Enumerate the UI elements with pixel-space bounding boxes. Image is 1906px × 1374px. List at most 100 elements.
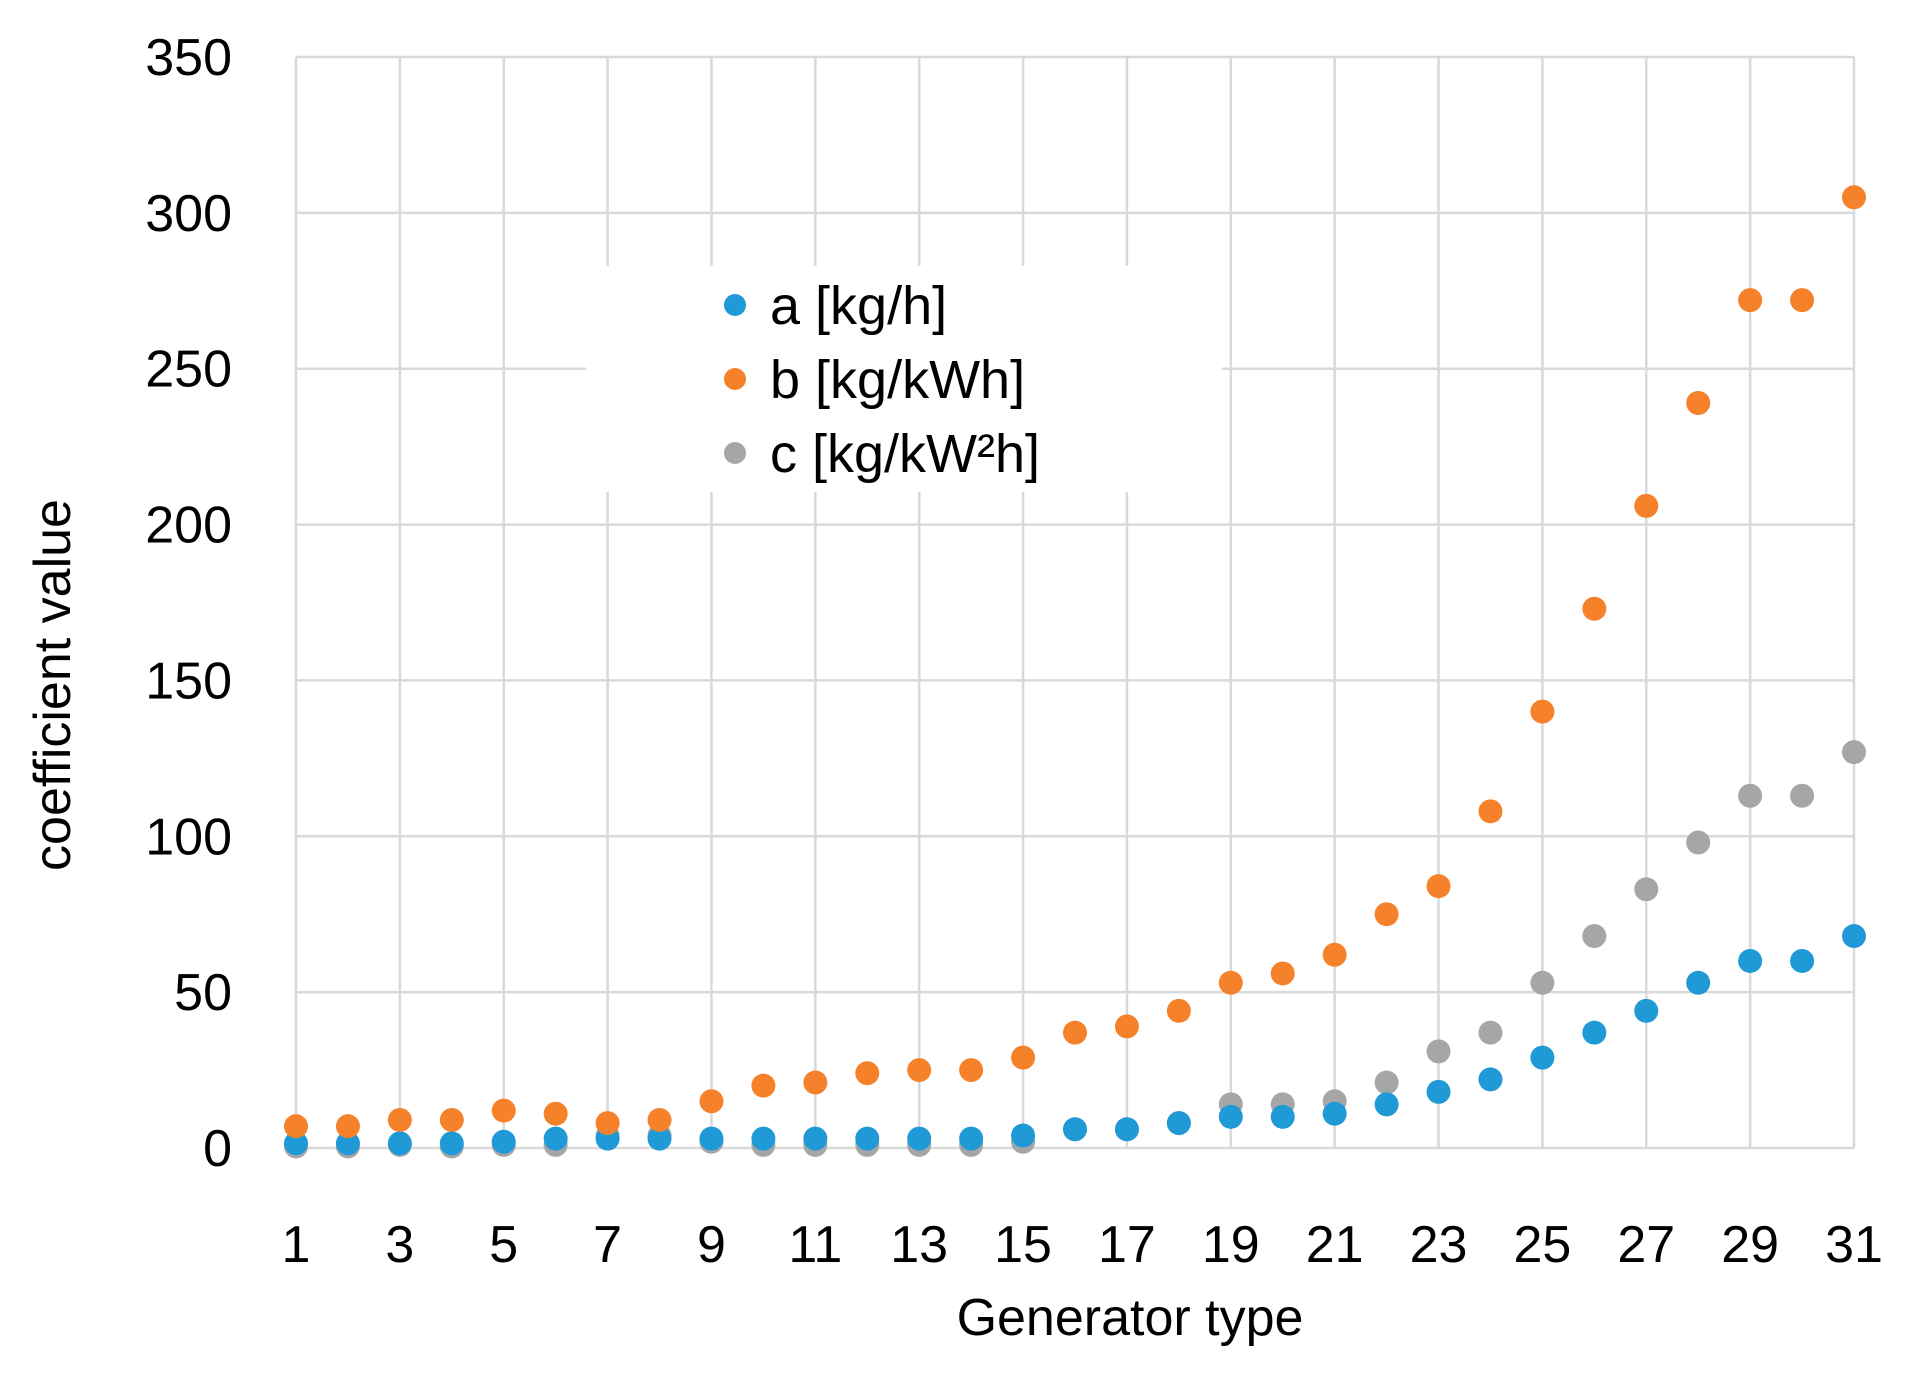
y-axis-tick-labels: 0 50 100 150 200 250 300 350	[145, 29, 232, 1178]
x-tick-label: 27	[1617, 1216, 1675, 1274]
x-tick-label: 31	[1825, 1216, 1883, 1274]
legend: a [kg/h] b [kg/kWh] c [kg/kW²h]	[586, 266, 1222, 492]
data-point	[1530, 1045, 1555, 1070]
legend-label: a [kg/h]	[770, 276, 947, 336]
data-point	[439, 1107, 464, 1132]
data-point	[1063, 1117, 1087, 1142]
data-point	[1738, 948, 1763, 973]
x-axis-tick-labels: 1 3 5 7 9 11 13 15 17 19 21 23 25 27 29 31	[282, 1216, 1883, 1274]
data-point	[1634, 493, 1659, 518]
data-point	[1478, 1020, 1503, 1045]
legend-marker	[724, 368, 746, 390]
y-tick-label: 150	[145, 652, 232, 710]
x-tick-label: 25	[1513, 1216, 1571, 1274]
x-tick-label: 29	[1721, 1216, 1779, 1274]
data-points	[284, 185, 1866, 1159]
data-point	[1270, 1104, 1295, 1129]
data-point	[1270, 961, 1295, 986]
data-point	[1374, 1070, 1399, 1095]
data-point	[491, 1098, 516, 1123]
series-a	[284, 924, 1866, 1156]
legend-label: c [kg/kW²h]	[770, 424, 1040, 484]
data-point	[1686, 830, 1711, 855]
data-point	[1374, 902, 1399, 927]
data-point	[1686, 391, 1711, 416]
x-tick-label: 23	[1410, 1216, 1468, 1274]
data-point	[1166, 1111, 1191, 1136]
data-point	[1478, 799, 1503, 824]
data-point	[387, 1131, 412, 1156]
data-point	[647, 1126, 672, 1151]
data-point	[803, 1070, 828, 1095]
x-tick-label: 7	[593, 1216, 622, 1274]
data-point	[1634, 998, 1659, 1023]
data-point	[647, 1107, 672, 1132]
data-point	[751, 1126, 776, 1151]
data-point	[491, 1129, 516, 1154]
data-point	[387, 1107, 412, 1132]
data-point	[284, 1131, 308, 1156]
data-point	[907, 1058, 932, 1083]
data-point	[959, 1058, 984, 1083]
data-point	[335, 1131, 360, 1156]
data-point	[751, 1073, 776, 1098]
data-point	[1790, 288, 1815, 313]
data-point	[1063, 1020, 1087, 1045]
x-tick-label: 13	[890, 1216, 948, 1274]
data-point	[1322, 942, 1347, 967]
data-point	[1478, 1067, 1503, 1092]
data-point	[907, 1126, 932, 1151]
data-point	[543, 1101, 568, 1126]
data-point	[1686, 970, 1711, 995]
data-point	[1011, 1045, 1036, 1070]
legend-label: b [kg/kWh]	[770, 350, 1025, 410]
data-point	[1842, 740, 1866, 765]
y-tick-label: 250	[145, 341, 232, 399]
data-point	[1530, 970, 1555, 995]
data-point	[1114, 1014, 1139, 1039]
data-point	[1218, 1104, 1243, 1129]
data-point	[1582, 924, 1607, 949]
x-tick-label: 17	[1098, 1216, 1156, 1274]
data-point	[284, 1114, 308, 1139]
data-point	[855, 1061, 880, 1086]
y-tick-label: 100	[145, 808, 232, 866]
data-point	[335, 1114, 360, 1139]
x-tick-label: 15	[994, 1216, 1052, 1274]
data-point	[1842, 924, 1866, 949]
legend-background	[586, 266, 1222, 492]
data-point	[439, 1131, 464, 1156]
data-point	[1530, 699, 1555, 724]
y-tick-label: 0	[203, 1120, 232, 1178]
data-point	[699, 1126, 724, 1151]
y-axis-title: coefficient value	[24, 499, 82, 871]
x-tick-label: 21	[1306, 1216, 1364, 1274]
data-point	[1374, 1092, 1399, 1117]
data-point	[1738, 288, 1763, 313]
data-point	[1426, 1039, 1451, 1064]
data-point	[1634, 877, 1659, 902]
y-tick-label: 50	[174, 964, 232, 1022]
x-tick-label: 5	[489, 1216, 518, 1274]
data-point	[1426, 874, 1451, 899]
series-b	[284, 185, 1866, 1139]
data-point	[1582, 1020, 1607, 1045]
data-point	[699, 1089, 724, 1114]
x-tick-label: 3	[385, 1216, 414, 1274]
data-point	[1114, 1117, 1139, 1142]
x-tick-label: 1	[282, 1216, 311, 1274]
data-point	[1582, 596, 1607, 621]
data-point	[1790, 948, 1815, 973]
data-point	[803, 1126, 828, 1151]
data-point	[1166, 998, 1191, 1023]
y-tick-label: 200	[145, 497, 232, 555]
data-point	[855, 1126, 880, 1151]
data-point	[1738, 783, 1763, 808]
data-point	[1011, 1123, 1036, 1148]
x-tick-label: 19	[1202, 1216, 1260, 1274]
y-tick-label: 350	[145, 29, 232, 87]
data-point	[1322, 1101, 1347, 1126]
x-tick-label: 9	[697, 1216, 726, 1274]
